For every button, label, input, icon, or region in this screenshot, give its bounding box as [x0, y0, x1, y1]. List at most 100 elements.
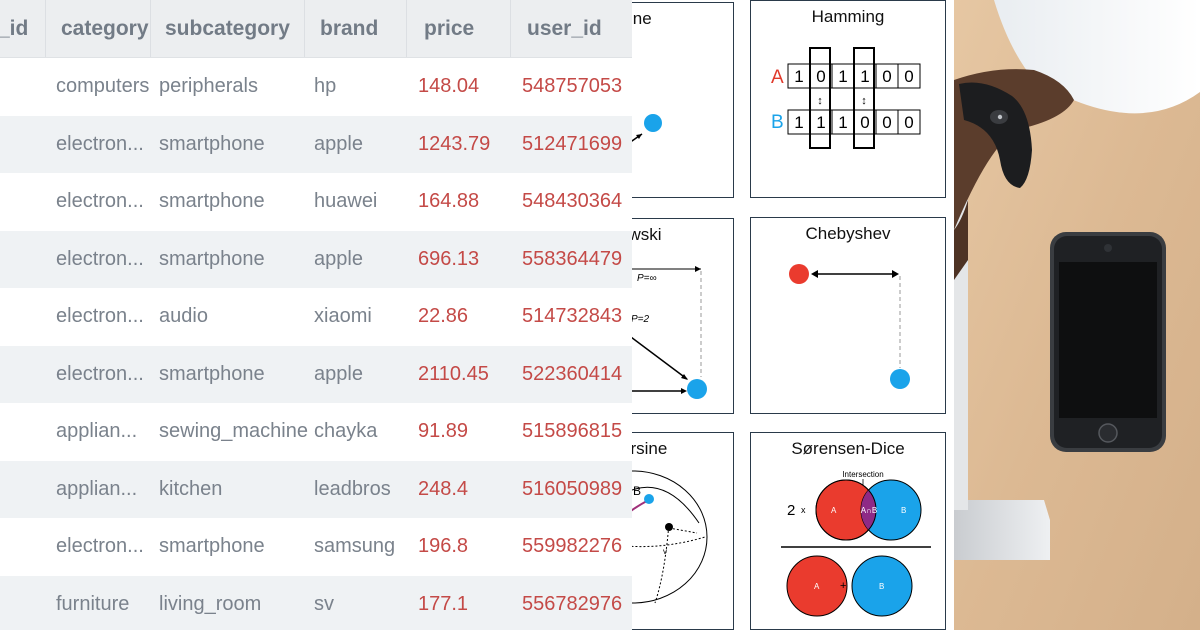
column-divider [304, 0, 305, 57]
cell-subcategory: audio [159, 305, 208, 327]
arrow-head-icon [681, 374, 688, 380]
cell-brand: sv [314, 592, 334, 615]
swap-arrow-icon: ↕ [817, 95, 823, 107]
sorensen-dice-diagram: Sørensen-Dice Intersection 2 x A A∩B B A… [750, 432, 946, 630]
p-2-label: P=2 [632, 314, 650, 325]
home-button-icon [1098, 423, 1118, 443]
table-row[interactable]: furniture living_room sv 177.1 556782976 [0, 575, 632, 630]
cell-user-id: 548757053 [522, 75, 623, 97]
arrow-head-icon [681, 388, 687, 394]
cell-subcategory: smartphone [159, 190, 265, 212]
cell-brand: hp [314, 75, 337, 97]
plus-sign: + [840, 580, 846, 592]
sorensen-dice-formula: Intersection 2 x A A∩B B A + B [781, 470, 931, 617]
angle-label: v [663, 547, 667, 556]
bit-value: 1 [794, 67, 803, 86]
cell-brand: apple [314, 247, 363, 270]
column-header-brand[interactable]: brand [320, 17, 379, 40]
haversine-sphere: B v [632, 470, 708, 604]
bit-value: 1 [860, 67, 869, 86]
arrow-head-icon [811, 270, 818, 278]
cell-category: electron... [56, 305, 144, 327]
chebyshev-plot [789, 264, 910, 389]
p-inf-label: P=∞ [637, 273, 657, 284]
blue-point [890, 369, 910, 389]
cell-brand: leadbros [314, 477, 391, 500]
haversine-diagram: ersine B v [632, 432, 734, 630]
diff-highlight [809, 47, 831, 149]
hamming-title: Hamming [811, 7, 885, 26]
table-row[interactable]: electron... smartphone huawei 164.88 548… [0, 173, 632, 231]
chebyshev-diagram: Chebyshev [750, 217, 946, 414]
point-b-label: B [633, 484, 641, 498]
table-row[interactable]: applian... sewing_machine chayka 91.89 5… [0, 403, 632, 461]
chebyshev-title: Chebyshev [805, 224, 891, 243]
minkowski-title: owski [632, 225, 662, 244]
band-indicator [997, 114, 1003, 120]
cell-category: electron... [56, 132, 144, 155]
cell-subcategory: smartphone [159, 535, 265, 557]
cell-subcategory: sewing_machine [159, 420, 308, 442]
cell-user-id: 559982276 [522, 535, 623, 557]
cell-category: electron... [56, 247, 144, 270]
meridian-line [632, 486, 700, 524]
set-a-label: A [831, 506, 837, 515]
table-row[interactable]: electron... audio xiaomi 22.86 514732843 [0, 288, 632, 346]
column-header-subcategory[interactable]: subcategory [165, 17, 290, 40]
table-row[interactable]: computers peripherals hp 148.04 54875705… [0, 58, 632, 116]
cell-price: 248.4 [418, 477, 469, 500]
cell-brand: apple [314, 362, 363, 385]
cell-subcategory: living_room [159, 592, 262, 615]
radius-line [654, 522, 670, 604]
table-row[interactable]: electron... smartphone samsung 196.8 559… [0, 518, 632, 576]
cell-price: 164.88 [418, 190, 480, 212]
bit-value: 0 [860, 113, 869, 132]
column-divider [45, 0, 46, 57]
laptop-edge [954, 500, 1050, 560]
phone-speaker [1104, 244, 1112, 252]
intersection-label: A∩B [861, 506, 877, 515]
red-point [789, 264, 809, 284]
table-row[interactable]: electron... smartphone apple 1243.79 512… [0, 115, 632, 173]
blue-point [687, 379, 707, 399]
fitness-band-icon [959, 82, 1032, 188]
swap-arrow-icon: ↕ [861, 95, 867, 107]
data-table: _id category subcategory brand price use… [0, 0, 632, 630]
cell-user-id: 516050989 [522, 477, 623, 500]
column-header-category[interactable]: category [61, 17, 149, 40]
bit-value: 1 [794, 113, 803, 132]
bit-value: 0 [904, 67, 913, 86]
cell-user-id: 515896815 [522, 420, 623, 442]
cell-price: 148.04 [418, 75, 480, 97]
equator-line [632, 536, 706, 548]
sorensen-dice-title: Sørensen-Dice [791, 439, 905, 458]
radius-line [668, 527, 698, 534]
table-header: _id category subcategory brand price use… [0, 0, 632, 58]
bit-value: 1 [816, 113, 825, 132]
column-divider [510, 0, 511, 57]
column-header-id[interactable]: _id [0, 17, 29, 40]
table-row[interactable]: applian... kitchen leadbros 248.4 516050… [0, 460, 632, 518]
table-row[interactable]: electron... smartphone apple 696.13 5583… [0, 230, 632, 288]
diff-highlight [853, 47, 875, 149]
bit-value: 1 [838, 67, 847, 86]
cell-user-id: 522360414 [522, 362, 623, 385]
cell-price: 2110.45 [418, 362, 489, 385]
table-row[interactable]: electron... smartphone apple 2110.45 522… [0, 345, 632, 403]
column-header-user-id[interactable]: user_id [527, 17, 602, 40]
cell-price: 177.1 [418, 592, 469, 615]
cell-category: applian... [56, 420, 138, 442]
cell-category: electron... [56, 535, 144, 557]
blue-point [644, 494, 654, 504]
set-b-label: B [901, 506, 906, 515]
cell-user-id: 548430364 [522, 190, 623, 212]
euclidean-title: ine [632, 9, 652, 28]
cell-subcategory: smartphone [159, 247, 265, 270]
bit-value: 1 [838, 113, 847, 132]
column-divider [406, 0, 407, 57]
hamming-label-b: B [771, 112, 784, 133]
column-header-price[interactable]: price [424, 17, 475, 40]
